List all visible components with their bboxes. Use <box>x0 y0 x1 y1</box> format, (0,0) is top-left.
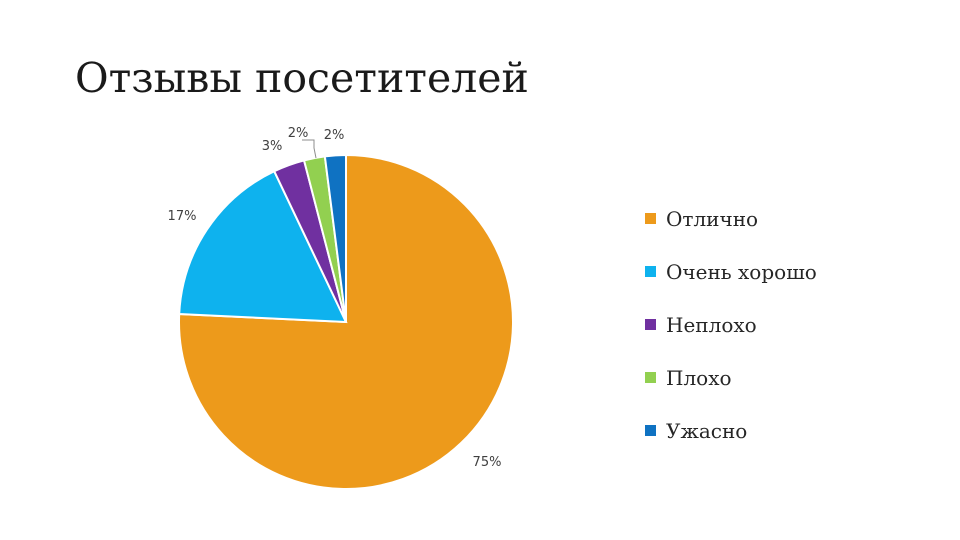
data-label-1: 75% <box>473 455 502 470</box>
pie-slice-5 <box>323 153 347 323</box>
legend-label-3: Неплохо <box>666 313 757 337</box>
leader-line <box>302 139 317 159</box>
legend-swatch-1 <box>645 213 656 224</box>
legend-swatch-3 <box>645 319 656 330</box>
legend-swatch-5 <box>645 425 656 436</box>
legend-label-1: Отлично <box>666 207 758 231</box>
legend-swatch-2 <box>645 266 656 277</box>
data-labels: 75% 17% 3% 2% 2% <box>168 126 502 470</box>
pie-slice-2 <box>178 169 348 324</box>
data-label-3: 3% <box>262 139 283 154</box>
pie-slice-1 <box>178 153 514 490</box>
slide-title: Отзывы посетителей <box>75 54 529 102</box>
pie-slices <box>178 153 514 490</box>
legend-label-2: Очень хорошо <box>666 260 817 284</box>
legend-swatch-4 <box>645 372 656 383</box>
legend-label-5: Ужасно <box>666 419 747 443</box>
data-label-4: 2% <box>288 126 309 141</box>
data-label-5: 2% <box>324 128 345 143</box>
leader-lines <box>302 139 317 159</box>
data-label-2: 17% <box>168 209 197 224</box>
chart-legend: Отлично Очень хорошо Неплохо Плохо Ужасно <box>645 207 817 443</box>
legend-label-4: Плохо <box>666 366 732 390</box>
